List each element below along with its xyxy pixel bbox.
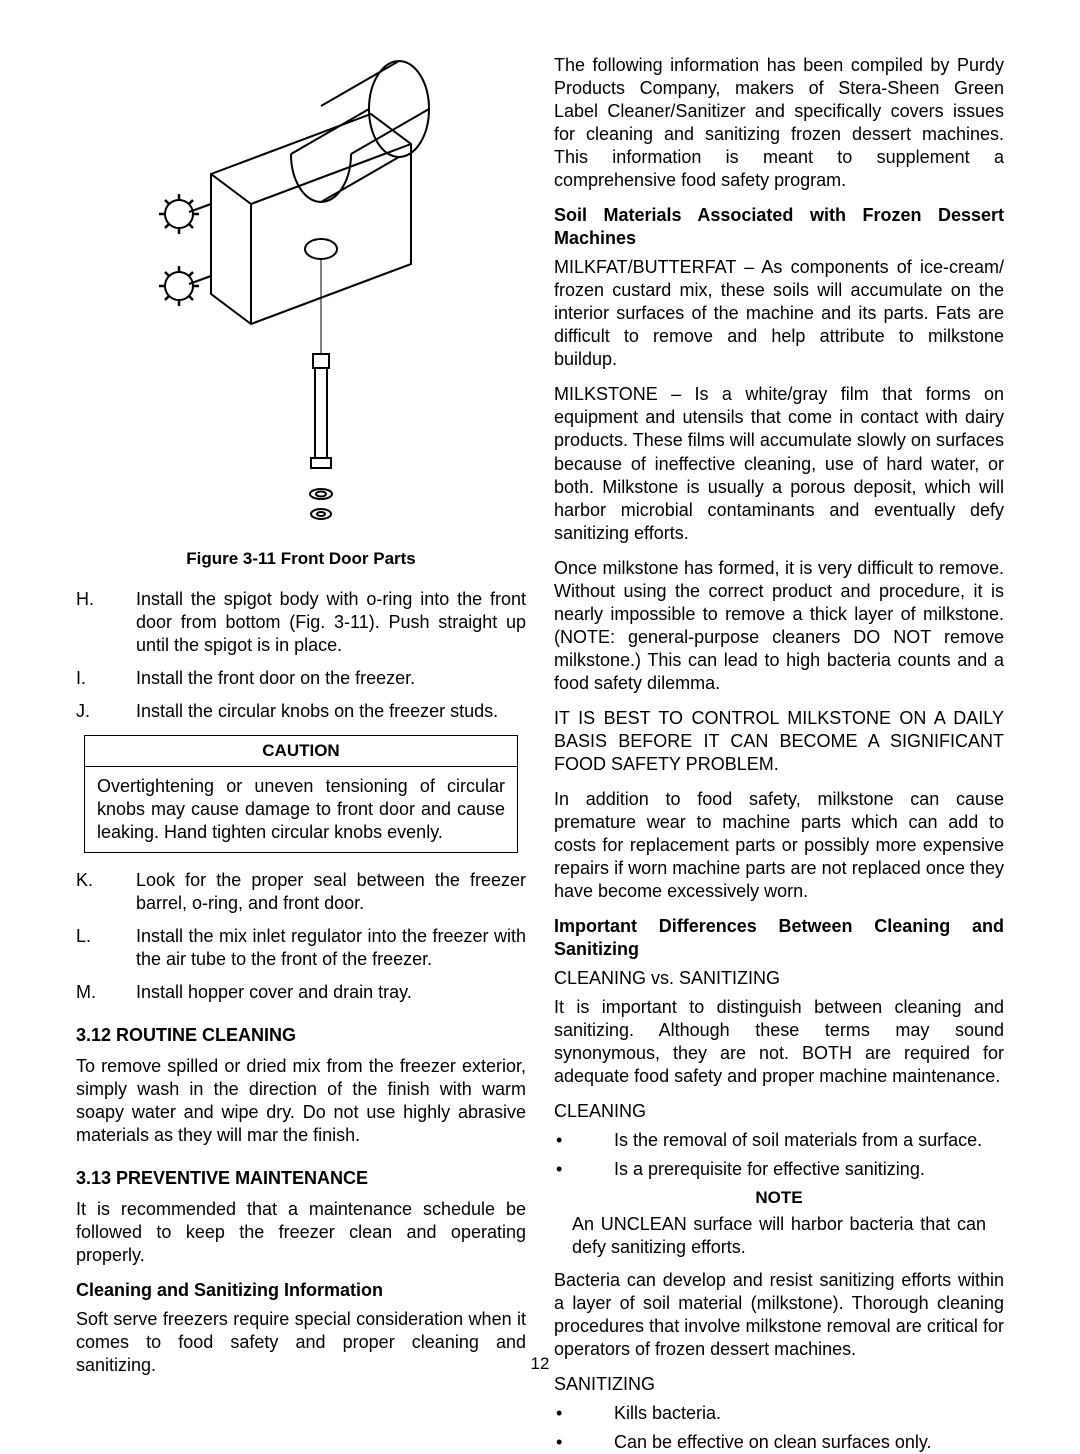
routine-cleaning-body: To remove spilled or dried mix from the …: [76, 1055, 526, 1147]
preventive-p1: It is recommended that a maintenance sch…: [76, 1198, 526, 1267]
heading-preventive-maintenance: 3.13 PREVENTIVE MAINTENANCE: [76, 1167, 526, 1190]
bullet-item: • Is the removal of soil materials from …: [554, 1129, 1004, 1152]
bullet-item: • Is a prerequisite for effective saniti…: [554, 1158, 1004, 1181]
sanitizing-label: SANITIZING: [554, 1373, 1004, 1396]
bullet-item: • Can be effective on clean surfaces onl…: [554, 1431, 1004, 1454]
bullet-icon: •: [554, 1158, 614, 1181]
figure-caption: Figure 3-11 Front Door Parts: [76, 548, 526, 570]
milkfat-paragraph: MILKFAT/BUTTERFAT – As components of ice…: [554, 256, 1004, 371]
list-text: Install the mix inlet regulator into the…: [136, 925, 526, 971]
list-text: Install the circular knobs on the freeze…: [136, 700, 526, 723]
list-text: Look for the proper seal between the fre…: [136, 869, 526, 915]
bacteria-paragraph: Bacteria can develop and resist sanitizi…: [554, 1269, 1004, 1361]
cleaning-label: CLEANING: [554, 1100, 1004, 1123]
intro-paragraph: The following information has been compi…: [554, 54, 1004, 192]
list-letter: H.: [76, 588, 136, 657]
list-item: K. Look for the proper seal between the …: [76, 869, 526, 915]
bullet-item: • Kills bacteria.: [554, 1402, 1004, 1425]
heading-routine-cleaning: 3.12 ROUTINE CLEANING: [76, 1024, 526, 1047]
instruction-list-2: K. Look for the proper seal between the …: [76, 869, 526, 1004]
bullet-text: Is a prerequisite for effective sanitizi…: [614, 1158, 1004, 1181]
bullet-icon: •: [554, 1431, 614, 1454]
list-letter: J.: [76, 700, 136, 723]
best-control-paragraph: IT IS BEST TO CONTROL MILKSTONE ON A DAI…: [554, 707, 1004, 776]
list-text: Install hopper cover and drain tray.: [136, 981, 526, 1004]
note-body: An UNCLEAN surface will harbor bacteria …: [554, 1213, 1004, 1269]
figure-front-door-parts: [76, 54, 526, 544]
list-letter: L.: [76, 925, 136, 971]
list-letter: M.: [76, 981, 136, 1004]
list-item: J. Install the circular knobs on the fre…: [76, 700, 526, 723]
bullet-icon: •: [554, 1402, 614, 1425]
cleaning-vs-sanitizing: CLEANING vs. SANITIZING: [554, 967, 1004, 990]
bullet-text: Kills bacteria.: [614, 1402, 1004, 1425]
page-number: 12: [0, 1353, 1080, 1375]
bullet-text: Can be effective on clean surfaces only.: [614, 1431, 1004, 1454]
caution-box: CAUTION Overtightening or uneven tension…: [84, 735, 518, 853]
bullet-icon: •: [554, 1129, 614, 1152]
cleaning-vs-sanitizing-body: It is important to distinguish between c…: [554, 996, 1004, 1088]
note-head: NOTE: [554, 1187, 1004, 1209]
bullet-text: Is the removal of soil materials from a …: [614, 1129, 1004, 1152]
list-item: H. Install the spigot body with o-ring i…: [76, 588, 526, 657]
cleaning-sanitizing-subhead: Cleaning and Sanitizing Information: [76, 1279, 526, 1302]
addition-paragraph: In addition to food safety, milkstone ca…: [554, 788, 1004, 903]
list-text: Install the front door on the freezer.: [136, 667, 526, 690]
caution-body: Overtightening or uneven tensioning of c…: [85, 767, 517, 852]
differences-head: Important Differences Between Cleaning a…: [554, 915, 1004, 961]
soil-materials-head: Soil Materials Associated with Frozen De…: [554, 204, 1004, 250]
front-door-parts-diagram: [141, 54, 461, 534]
list-item: L. Install the mix inlet regulator into …: [76, 925, 526, 971]
list-letter: I.: [76, 667, 136, 690]
list-letter: K.: [76, 869, 136, 915]
milkstone-paragraph: MILKSTONE – Is a white/gray film that fo…: [554, 383, 1004, 544]
instruction-list-1: H. Install the spigot body with o-ring i…: [76, 588, 526, 723]
list-text: Install the spigot body with o-ring into…: [136, 588, 526, 657]
once-milkstone-paragraph: Once milkstone has formed, it is very di…: [554, 557, 1004, 695]
list-item: I. Install the front door on the freezer…: [76, 667, 526, 690]
list-item: M. Install hopper cover and drain tray.: [76, 981, 526, 1004]
caution-title: CAUTION: [85, 736, 517, 767]
